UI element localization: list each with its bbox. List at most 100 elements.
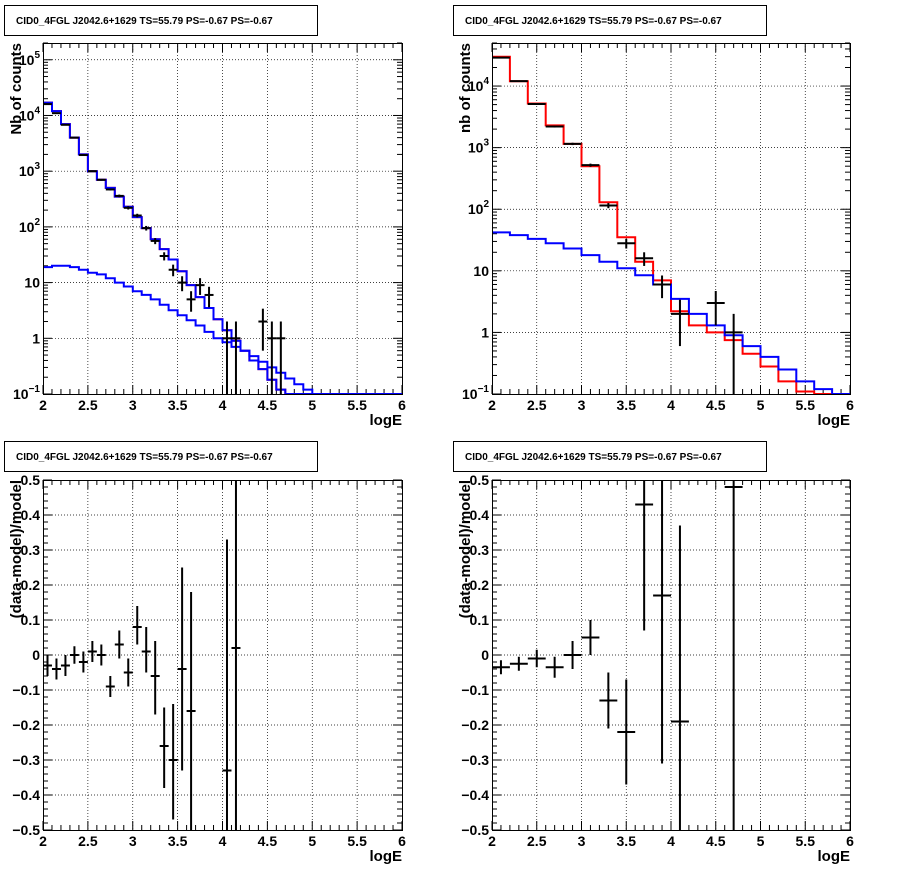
data-point — [168, 704, 178, 820]
y-tick-base: 0.2 — [21, 577, 41, 593]
data-point — [492, 660, 510, 675]
data-point — [653, 275, 671, 299]
y-tick-base: 0.1 — [470, 612, 490, 628]
y-tick-label: 0.3 — [21, 542, 41, 558]
x-axis-label: logE — [370, 412, 403, 429]
data-point — [87, 170, 97, 173]
data-point — [60, 123, 70, 126]
data-point — [267, 321, 277, 394]
data-point — [671, 299, 689, 347]
data-point — [105, 676, 115, 697]
y-tick-base: −0.5 — [12, 822, 40, 838]
x-tick-label: 5 — [757, 397, 765, 413]
data-point — [635, 480, 654, 631]
y-tick-label: 0 — [32, 647, 40, 663]
y-tick-base: 10 — [19, 163, 35, 179]
y-tick-exponent: 4 — [34, 105, 40, 116]
x-tick-label: 5 — [308, 833, 316, 849]
data-point — [60, 655, 70, 676]
data-point — [258, 308, 268, 351]
data-point — [105, 188, 115, 191]
data-point — [671, 525, 689, 830]
data-point — [123, 658, 133, 687]
y-tick-label: 0.5 — [470, 472, 490, 488]
chart-title: CID0_4FGL J2042.6+1629 TS=55.79 PS=-0.67… — [465, 452, 722, 463]
y-tick-label: 10 — [473, 263, 489, 279]
data-point — [563, 641, 582, 669]
y-tick-label: −0.2 — [12, 717, 40, 733]
y-tick-base: 10 — [24, 275, 40, 291]
plot-frame — [492, 480, 851, 831]
series-line-0 — [492, 55, 850, 394]
chart-title: CID0_4FGL J2042.6+1629 TS=55.79 PS=-0.67… — [16, 16, 273, 27]
y-tick-label: 0.2 — [21, 577, 41, 593]
data-point — [545, 125, 564, 128]
data-point — [123, 206, 133, 210]
data-point — [222, 321, 232, 394]
y-tick-label: −0.5 — [461, 822, 489, 838]
chart-title: CID0_4FGL J2042.6+1629 TS=55.79 PS=-0.67… — [16, 452, 273, 463]
data-point — [186, 592, 196, 830]
x-tick-label: 4 — [219, 833, 227, 849]
data-point — [617, 238, 636, 249]
y-tick-label: −0.5 — [12, 822, 40, 838]
data-point — [186, 291, 196, 312]
y-tick-base: 0.3 — [21, 542, 41, 558]
y-tick-exponent: 5 — [34, 50, 40, 61]
data-point — [231, 321, 241, 394]
data-point — [78, 154, 88, 157]
y-tick-base: 10 — [19, 219, 35, 235]
data-point — [96, 178, 106, 181]
y-tick-label: 102 — [468, 199, 490, 217]
data-point — [492, 56, 510, 59]
y-tick-label: −0.3 — [461, 752, 489, 768]
x-tick-label: 4.5 — [258, 397, 278, 413]
y-tick-base: 10 — [13, 386, 29, 402]
series-line-1 — [492, 231, 850, 394]
data-point — [132, 213, 142, 218]
data-point — [43, 655, 52, 676]
y-tick-base: 0.4 — [21, 507, 41, 523]
y-tick-label: 0.5 — [21, 472, 41, 488]
data-point — [581, 620, 600, 655]
y-tick-label: −0.1 — [461, 682, 489, 698]
y-tick-label: 0.1 — [21, 612, 41, 628]
y-tick-base: 10 — [462, 386, 478, 402]
data-point — [222, 539, 232, 830]
x-tick-label: 3 — [129, 833, 137, 849]
title-box — [453, 441, 767, 472]
data-point — [150, 238, 160, 245]
series-line-0 — [43, 101, 402, 394]
data-point — [177, 567, 187, 771]
data-point — [724, 313, 743, 394]
data-point — [195, 278, 205, 295]
x-tick-label: 3.5 — [617, 833, 637, 849]
data-point — [51, 112, 61, 115]
y-tick-base: 10 — [19, 107, 35, 123]
y-tick-base: 0.3 — [470, 542, 490, 558]
panel-bottom-left: CID0_4FGL J2042.6+1629 TS=55.79 PS=-0.67… — [4, 441, 406, 865]
y-tick-base: 1 — [32, 330, 40, 346]
y-tick-base: −0.4 — [461, 787, 489, 803]
x-tick-label: 2 — [488, 397, 496, 413]
y-tick-label: 102 — [19, 217, 41, 235]
y-tick-label: −0.2 — [461, 717, 489, 733]
data-point — [545, 656, 564, 678]
x-tick-label: 5 — [308, 397, 316, 413]
data-point — [635, 252, 654, 266]
data-point — [563, 142, 582, 146]
x-axis-label: logE — [370, 848, 403, 865]
y-tick-exponent: 2 — [34, 217, 40, 228]
x-tick-label: 3 — [578, 397, 586, 413]
y-tick-label: 103 — [468, 138, 490, 156]
y-tick-base: 0 — [481, 647, 489, 663]
y-tick-label: 0.4 — [21, 507, 41, 523]
x-tick-label: 6 — [398, 833, 406, 849]
x-tick-label: 4 — [667, 833, 675, 849]
y-tick-label: −0.3 — [12, 752, 40, 768]
x-tick-label: 2 — [39, 833, 47, 849]
y-tick-base: 0.5 — [470, 472, 490, 488]
data-point — [141, 225, 151, 231]
y-tick-label: 0 — [481, 647, 489, 663]
